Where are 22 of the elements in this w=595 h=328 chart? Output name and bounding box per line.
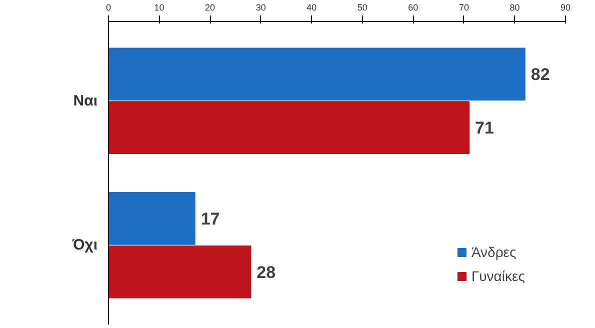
- x-tick-label: 30: [256, 2, 266, 12]
- legend-label: Γυναίκες: [471, 268, 525, 284]
- x-tick-label: 10: [154, 2, 164, 12]
- data-label: 28: [256, 262, 276, 282]
- x-tick-label: 40: [306, 2, 317, 12]
- x-tick-label: 20: [205, 2, 216, 12]
- bar: [108, 101, 470, 154]
- legend-label: Άνδρες: [471, 244, 516, 260]
- bar: [108, 48, 526, 101]
- y-tick-label: Ναι: [73, 92, 98, 110]
- data-label: 17: [200, 209, 220, 228]
- x-tick-label: 50: [357, 2, 368, 12]
- x-tick-label: 0: [106, 2, 112, 12]
- x-tick-label: 70: [458, 2, 469, 12]
- data-label: 71: [475, 118, 494, 138]
- data-label: 82: [530, 65, 550, 84]
- x-tick-label: 80: [510, 2, 520, 12]
- x-tick-label: 90: [560, 2, 571, 12]
- bar: [108, 245, 252, 298]
- bar: [108, 192, 196, 245]
- y-tick-label: Όχι: [71, 236, 98, 254]
- x-tick-label: 60: [408, 2, 418, 12]
